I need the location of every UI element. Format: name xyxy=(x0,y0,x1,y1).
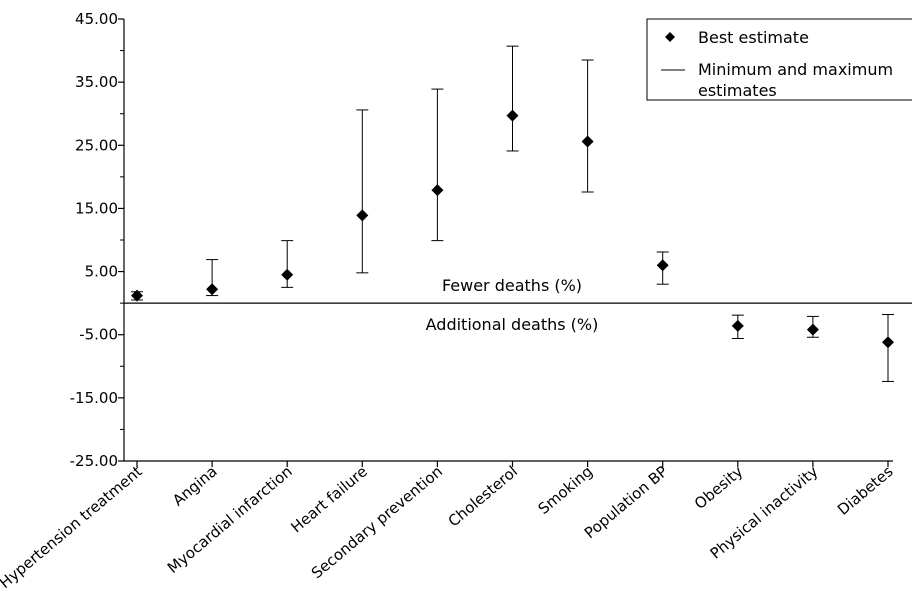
y-tick-label: 45.00 xyxy=(75,10,118,28)
legend-box xyxy=(646,18,912,101)
x-category-label: Obesity xyxy=(691,462,747,513)
legend-diamond-marker xyxy=(665,32,675,42)
best-estimate-point xyxy=(206,283,219,296)
best-estimate-layer xyxy=(131,109,894,349)
best-estimate-point xyxy=(882,336,894,349)
y-tick-layer: 45.00 35.00 25.00 15.00 5.00 -5.00 -15.00 -25.0… xyxy=(70,10,124,470)
y-tick-label: -5.00 xyxy=(79,326,118,344)
x-category-label: Angina xyxy=(169,462,221,509)
best-estimate-point xyxy=(131,289,143,302)
best-estimate-point xyxy=(281,268,294,281)
x-category-label: Cholesterol xyxy=(445,462,521,530)
y-tick-label: -25.00 xyxy=(70,452,118,470)
best-estimate-point xyxy=(431,184,444,197)
x-category-label: Diabetes xyxy=(834,462,897,519)
x-category-label: Myocardial infarction xyxy=(164,462,296,577)
y-tick-label: 5.00 xyxy=(85,263,118,281)
y-tick-label: -15.00 xyxy=(70,389,118,407)
x-category-label: Hypertension treatment xyxy=(0,462,146,592)
best-estimate-point xyxy=(581,135,594,148)
x-category-label: Smoking xyxy=(535,462,597,518)
best-estimate-point xyxy=(731,319,744,332)
legend-label-range-line1: Minimum and maximum xyxy=(698,60,893,79)
best-estimate-point xyxy=(506,109,519,122)
x-category-label: Secondary prevention xyxy=(308,462,446,582)
legend-label-range-line2: estimates xyxy=(698,81,777,100)
y-tick-label: 15.00 xyxy=(75,199,118,217)
legend: Best estimate Minimum and maximum estima… xyxy=(646,18,912,101)
annotation-layer: Fewer deaths (%) Additional deaths (%) xyxy=(426,276,599,334)
y-tick-label: 35.00 xyxy=(75,73,118,91)
y-tick-label: 25.00 xyxy=(75,136,118,154)
annotation-additional-deaths: Additional deaths (%) xyxy=(426,315,599,334)
best-estimate-point xyxy=(356,209,369,222)
legend-label-best-estimate: Best estimate xyxy=(698,28,809,47)
best-estimate-point xyxy=(656,259,669,272)
best-estimate-point xyxy=(806,323,819,336)
annotation-fewer-deaths: Fewer deaths (%) xyxy=(442,276,582,295)
